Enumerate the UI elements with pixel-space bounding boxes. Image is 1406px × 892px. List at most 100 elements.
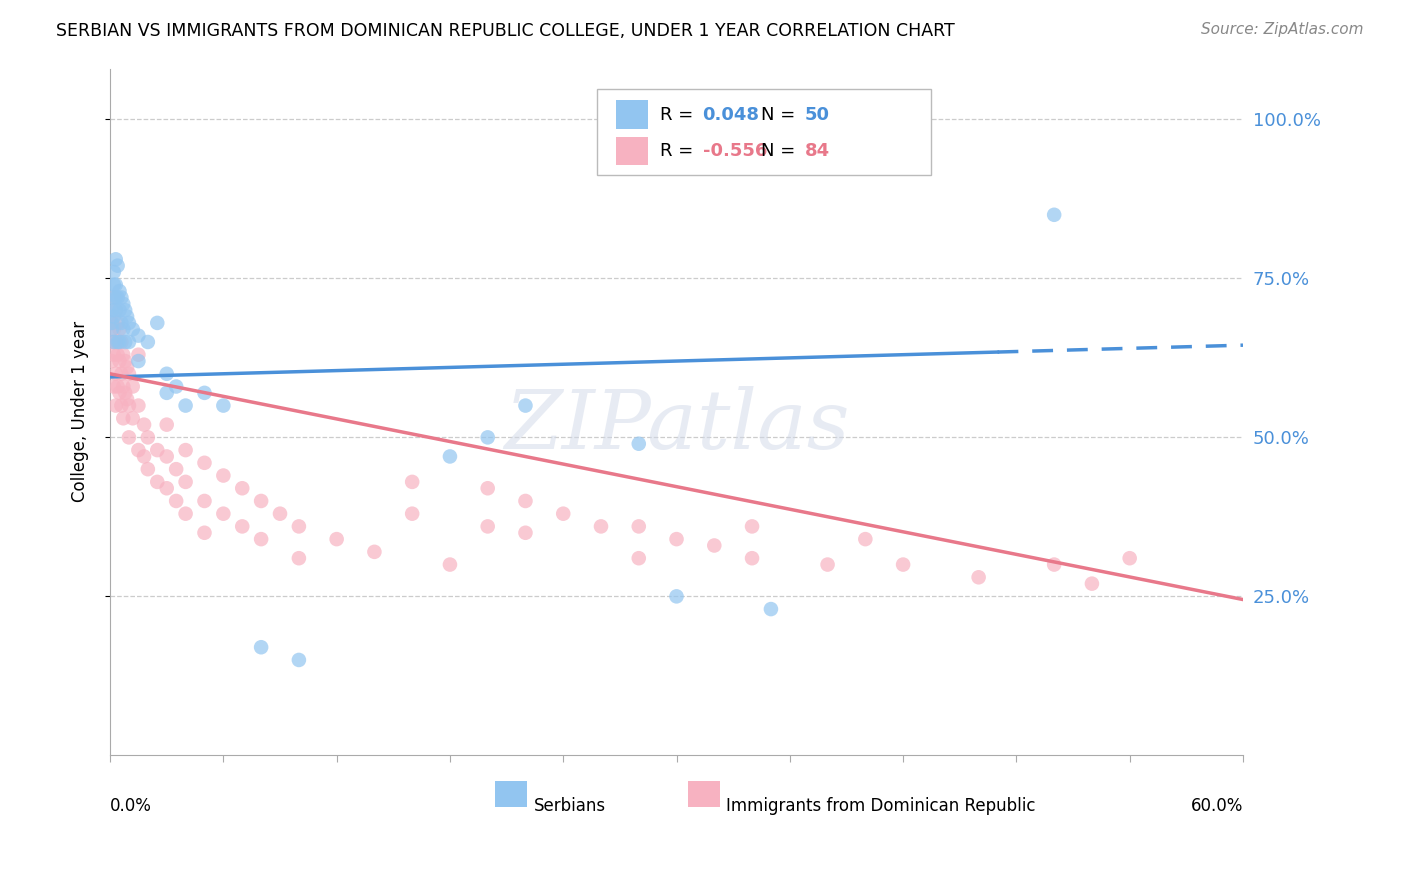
Point [401, 475, 423, 489]
Point [553, 507, 575, 521]
Point [250, 494, 273, 508]
Text: R =: R = [659, 105, 699, 123]
Point [477, 481, 499, 495]
Text: -0.556: -0.556 [703, 142, 766, 160]
Point [193, 456, 215, 470]
Point [212, 507, 235, 521]
Y-axis label: College, Under 1 year: College, Under 1 year [72, 321, 89, 502]
Point [325, 532, 347, 546]
Point [477, 519, 499, 533]
Point [108, 385, 131, 400]
Point [103, 322, 125, 336]
Point [146, 316, 169, 330]
Point [127, 443, 149, 458]
Point [741, 551, 763, 566]
Point [108, 284, 131, 298]
Point [156, 367, 179, 381]
Point [104, 303, 127, 318]
Point [363, 545, 385, 559]
Point [104, 399, 127, 413]
Point [1043, 208, 1066, 222]
Point [127, 328, 149, 343]
Point [1081, 576, 1104, 591]
Point [114, 385, 136, 400]
Point [132, 450, 155, 464]
Point [759, 602, 782, 616]
Bar [616, 136, 648, 165]
Text: Source: ZipAtlas.com: Source: ZipAtlas.com [1201, 22, 1364, 37]
Point [101, 316, 124, 330]
Point [104, 334, 127, 349]
Point [817, 558, 839, 572]
Point [439, 558, 461, 572]
Point [118, 316, 141, 330]
Point [156, 385, 179, 400]
Point [174, 475, 197, 489]
Point [156, 481, 179, 495]
Text: Serbians: Serbians [534, 797, 606, 814]
Point [741, 519, 763, 533]
Point [165, 494, 187, 508]
Point [231, 481, 253, 495]
Point [101, 334, 124, 349]
Point [112, 297, 135, 311]
Point [136, 334, 159, 349]
Point [515, 494, 537, 508]
Point [156, 450, 179, 464]
Point [156, 417, 179, 432]
Point [127, 354, 149, 368]
Point [101, 354, 124, 368]
Point [107, 334, 129, 349]
Point [1043, 558, 1066, 572]
Point [114, 354, 136, 368]
Point [121, 379, 143, 393]
Point [665, 532, 688, 546]
Point [112, 411, 135, 425]
Point [515, 399, 537, 413]
Point [103, 334, 125, 349]
Point [103, 265, 125, 279]
Point [136, 462, 159, 476]
Point [110, 334, 132, 349]
Point [589, 519, 612, 533]
Point [477, 430, 499, 444]
Point [174, 399, 197, 413]
Point [174, 443, 197, 458]
Text: 0.0%: 0.0% [110, 797, 152, 814]
Point [891, 558, 914, 572]
Point [103, 290, 125, 304]
Text: 50: 50 [804, 105, 830, 123]
Point [193, 525, 215, 540]
Point [132, 417, 155, 432]
Bar [616, 100, 648, 129]
Point [121, 411, 143, 425]
Text: Immigrants from Dominican Republic: Immigrants from Dominican Republic [727, 797, 1036, 814]
Point [107, 259, 129, 273]
Bar [495, 780, 527, 807]
Point [104, 367, 127, 381]
Point [127, 348, 149, 362]
Point [110, 316, 132, 330]
Point [165, 462, 187, 476]
Text: SERBIAN VS IMMIGRANTS FROM DOMINICAN REPUBLIC COLLEGE, UNDER 1 YEAR CORRELATION : SERBIAN VS IMMIGRANTS FROM DOMINICAN REP… [56, 22, 955, 40]
Point [107, 316, 129, 330]
Point [174, 507, 197, 521]
Point [703, 539, 725, 553]
Point [107, 379, 129, 393]
Point [853, 532, 876, 546]
Point [439, 450, 461, 464]
Point [193, 385, 215, 400]
FancyBboxPatch shape [598, 89, 931, 175]
Point [114, 334, 136, 349]
Point [114, 303, 136, 318]
Point [627, 551, 650, 566]
Point [101, 316, 124, 330]
Point [103, 277, 125, 292]
Point [212, 468, 235, 483]
Point [212, 399, 235, 413]
Point [103, 310, 125, 324]
Point [627, 436, 650, 450]
Point [250, 640, 273, 655]
Point [288, 519, 311, 533]
Point [288, 653, 311, 667]
